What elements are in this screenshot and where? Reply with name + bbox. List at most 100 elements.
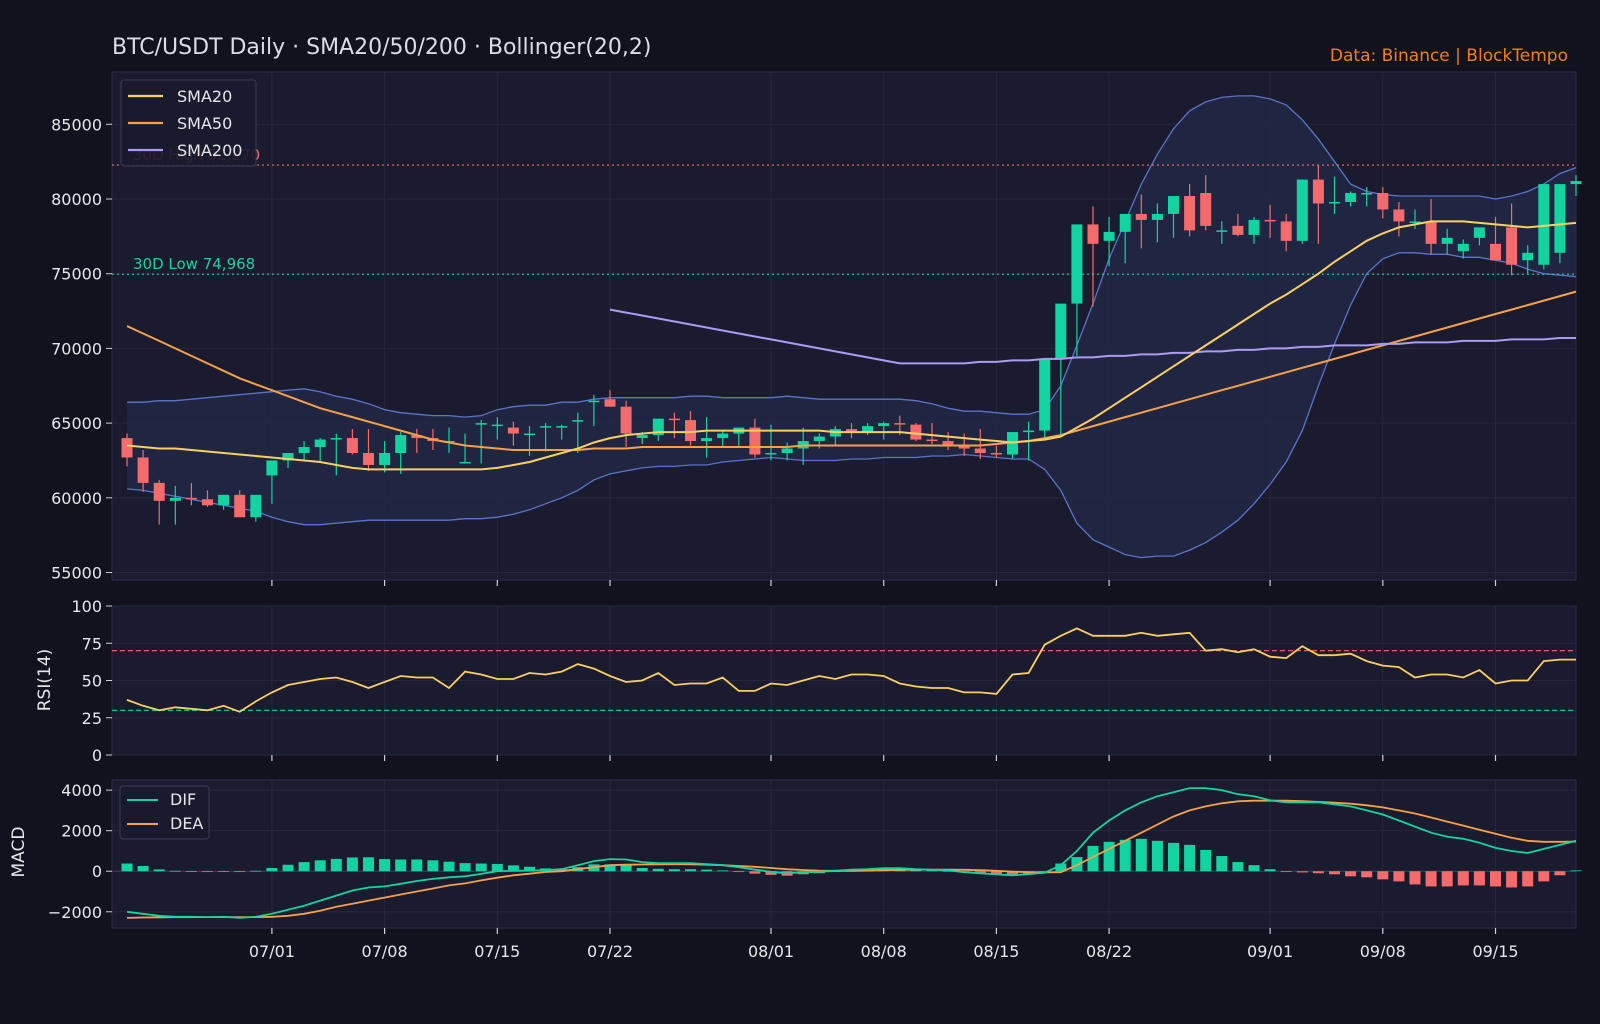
macd-histogram-bar (507, 865, 519, 872)
candle-body (185, 497, 197, 500)
x-tick-label: 09/08 (1360, 942, 1406, 961)
macd-histogram-bar (1119, 839, 1131, 872)
macd-histogram-bar (1393, 871, 1405, 882)
candle-body (475, 423, 487, 425)
candle-body (346, 438, 358, 453)
y-tick-label: 4000 (61, 781, 102, 800)
macd-histogram-bar (556, 869, 568, 872)
candle-body (1087, 224, 1099, 244)
macd-histogram-bar (475, 863, 487, 872)
macd-histogram-bar (1264, 869, 1276, 872)
candle-body (395, 435, 407, 453)
y-tick-label: 70000 (51, 339, 102, 358)
macd-histogram-bar (974, 871, 986, 874)
macd-histogram-bar (749, 871, 761, 874)
macd-histogram-bar (1168, 842, 1179, 872)
candle-body (668, 418, 680, 421)
candle-body (250, 494, 262, 518)
legend-entry-dif: DIF (170, 790, 196, 809)
y-tick-label: 85000 (51, 115, 102, 134)
candle-body (1151, 213, 1163, 220)
y-tick-label: 60000 (51, 489, 102, 508)
candle-body (652, 418, 664, 436)
x-tick-label: 09/15 (1472, 942, 1518, 961)
macd-histogram-bar (990, 871, 1002, 874)
macd-histogram-bar (1007, 871, 1018, 875)
macd-histogram-bar (701, 869, 713, 872)
candle-body (234, 494, 246, 518)
candle-body (1473, 227, 1485, 238)
macd-histogram-bar (137, 865, 149, 872)
macd-histogram-bar (1361, 871, 1373, 878)
candle-body (1554, 184, 1566, 253)
candle-body (137, 457, 149, 483)
macd-histogram-bar (1490, 871, 1501, 887)
candle-body (379, 453, 391, 465)
candle-body (942, 441, 954, 446)
candle-body (604, 399, 616, 407)
candle-body (1248, 219, 1260, 235)
candle-body (1023, 430, 1035, 433)
candle-body (1377, 193, 1389, 210)
sma50-line (126, 290, 1577, 451)
candle-body (749, 427, 761, 455)
x-tick-label: 08/01 (748, 942, 794, 961)
candle-body (1570, 181, 1582, 185)
macd-histogram-bar (202, 871, 213, 873)
candle-body (556, 426, 568, 428)
candle-body (314, 439, 326, 448)
candle-body (1296, 179, 1308, 241)
candle-body (974, 448, 986, 453)
candle-body (620, 406, 632, 434)
macd-panel: −2000 0 2000 4000 DIF DEA 07/01 07/08 07/15 07/22… (48, 779, 1582, 961)
macd-histogram-bar (234, 871, 246, 873)
candle-body (459, 461, 471, 464)
candle-body (701, 438, 713, 442)
macd-histogram-bar (443, 861, 455, 872)
macd-histogram-bar (1200, 849, 1212, 872)
candle-body (1441, 237, 1453, 244)
macd-histogram-bar (1570, 870, 1582, 872)
candle-body (1329, 201, 1340, 204)
macd-histogram-bar (459, 863, 471, 872)
candle-body (1280, 221, 1292, 241)
candle-body (1216, 230, 1228, 232)
candle-body (1168, 196, 1179, 214)
candle-body (685, 420, 696, 442)
macd-histogram-bar (169, 870, 181, 872)
x-tick-label: 07/15 (474, 942, 520, 961)
candle-body (1071, 224, 1083, 304)
sma200-line (609, 308, 1576, 365)
candle-body (1232, 225, 1244, 235)
candle-body (1425, 221, 1437, 244)
y-tick-label: 100 (71, 597, 102, 616)
macd-histogram-bar (121, 863, 133, 872)
macd-histogram-bar (652, 868, 664, 872)
candle-body (1039, 358, 1051, 431)
macd-histogram-bar (411, 859, 423, 872)
candle-body (1522, 252, 1534, 261)
macd-histogram-bar (1377, 871, 1389, 880)
macd-histogram-bar (1151, 840, 1163, 872)
candle-body (1345, 193, 1357, 202)
candle-body (572, 420, 584, 422)
rsi-line (126, 627, 1576, 713)
candle-body (765, 453, 777, 455)
candle-body (1506, 227, 1518, 265)
macd-histogram-bar (1457, 871, 1469, 886)
x-tick-label: 08/15 (973, 942, 1019, 961)
candle-body (218, 494, 230, 506)
candle-body (1200, 193, 1212, 226)
macd-histogram-bar (379, 859, 391, 872)
macd-histogram-bar (346, 857, 358, 872)
macd-histogram-bar (427, 860, 439, 872)
candle-body (524, 433, 535, 436)
candle-body (910, 424, 922, 440)
macd-histogram-bar (1280, 871, 1292, 873)
candle-body (540, 426, 552, 428)
macd-histogram-bar (765, 871, 777, 875)
macd-histogram-bar (1538, 871, 1550, 882)
macd-histogram-bar (298, 862, 310, 872)
macd-histogram-bar (604, 864, 616, 872)
macd-histogram-bar (1554, 871, 1566, 876)
